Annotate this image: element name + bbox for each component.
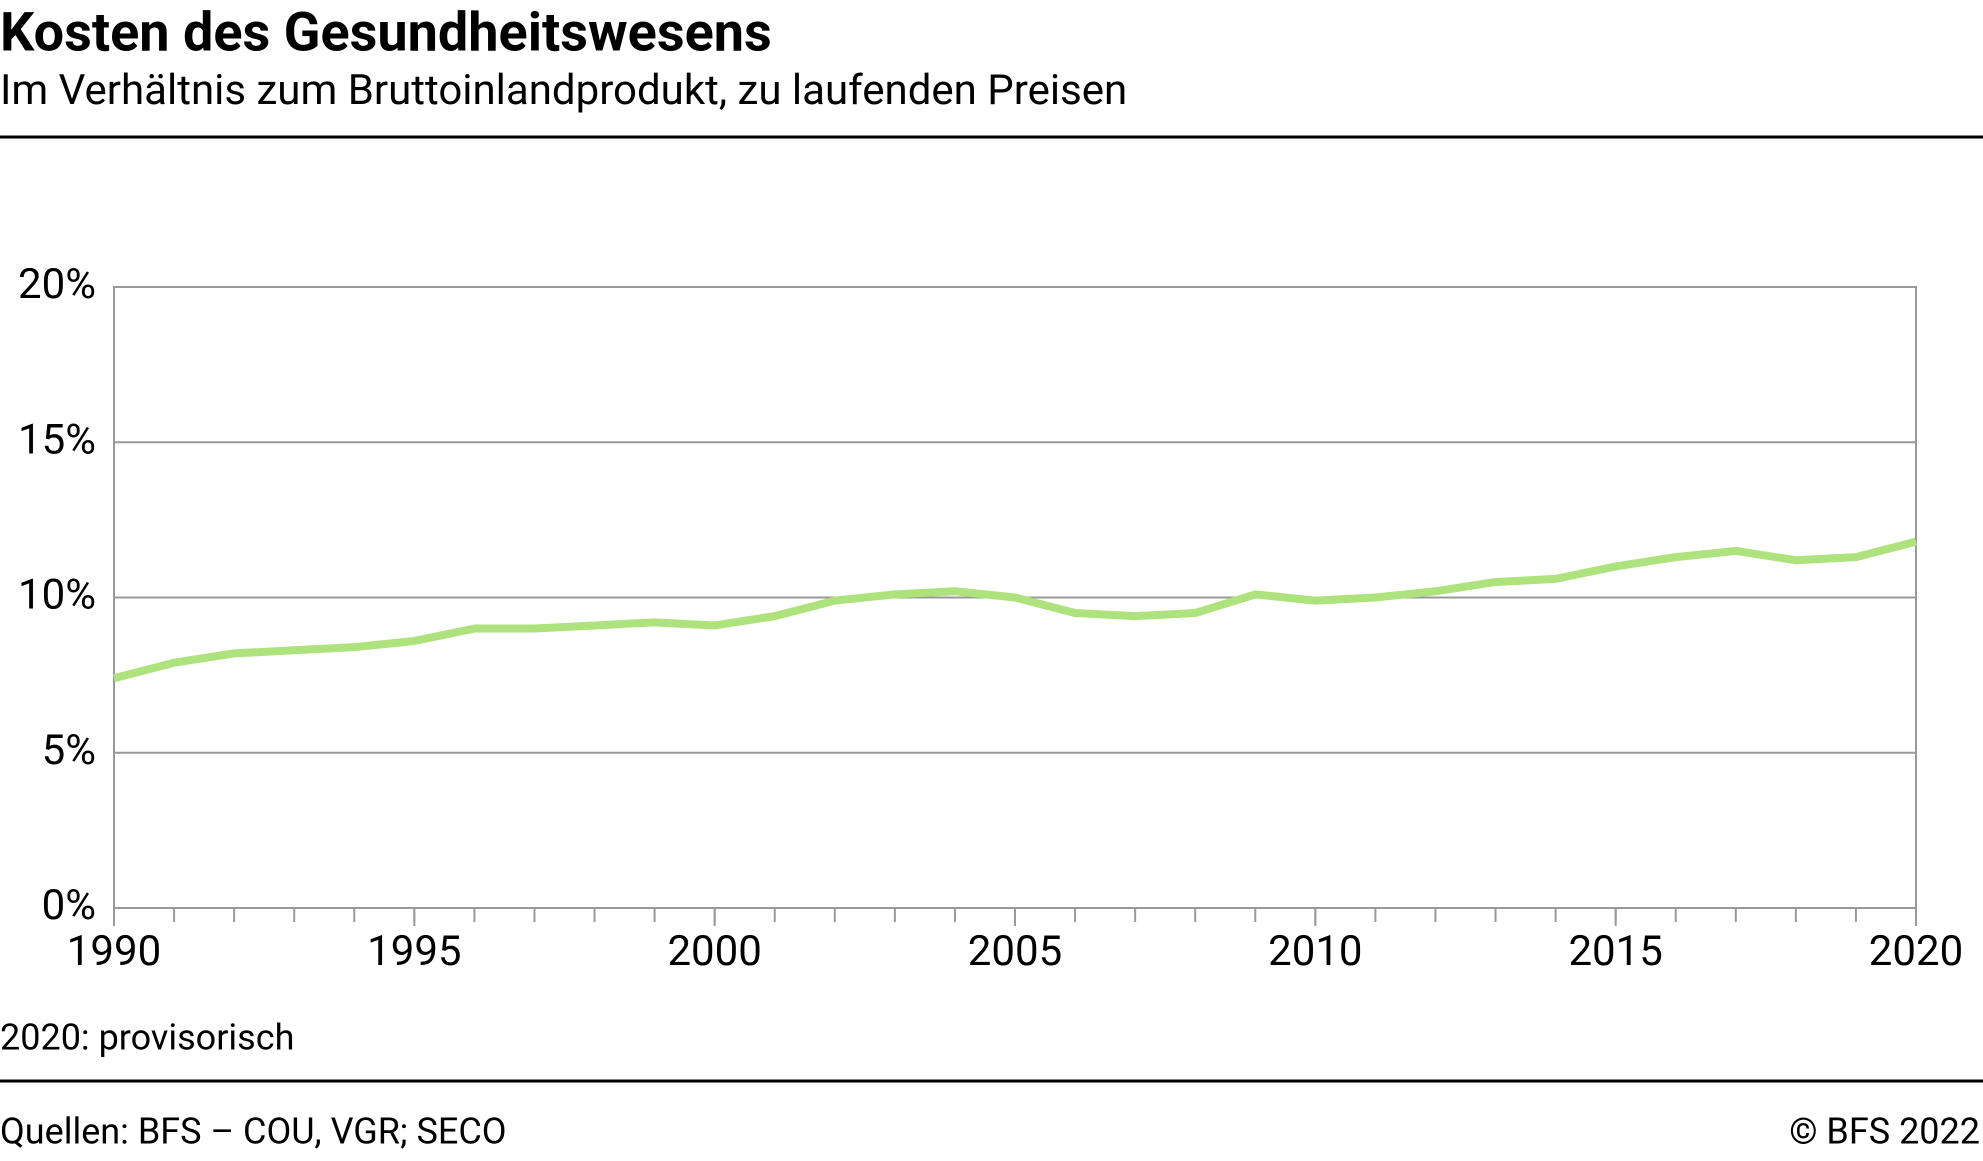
x-tick-label: 2010 [1268,927,1362,976]
x-tick-label: 2000 [667,927,761,976]
source: Quellen: BFS – COU, VGR; SECO [0,1111,507,1153]
x-tick-label: 2005 [968,927,1062,976]
x-tick-label: 2015 [1568,927,1662,976]
x-tick-label: 1990 [67,927,161,976]
y-tick-label: 20% [18,260,96,309]
copyright: © BFS 2022 [1789,1111,1980,1153]
x-tick-label: 1995 [367,927,461,976]
y-tick-label: 15% [18,415,96,464]
data-line [112,537,1918,683]
note: 2020: provisorisch [0,1017,294,1059]
y-tick-label: 0% [42,881,96,930]
x-tick-label: 2020 [1869,927,1963,976]
chart-title: Kosten des Gesundheitswesens [0,1,772,64]
chart-subtitle: Im Verhältnis zum Bruttoinlandprodukt, z… [0,66,1127,115]
y-tick-label: 5% [42,726,96,775]
y-tick-label: 10% [18,571,96,620]
